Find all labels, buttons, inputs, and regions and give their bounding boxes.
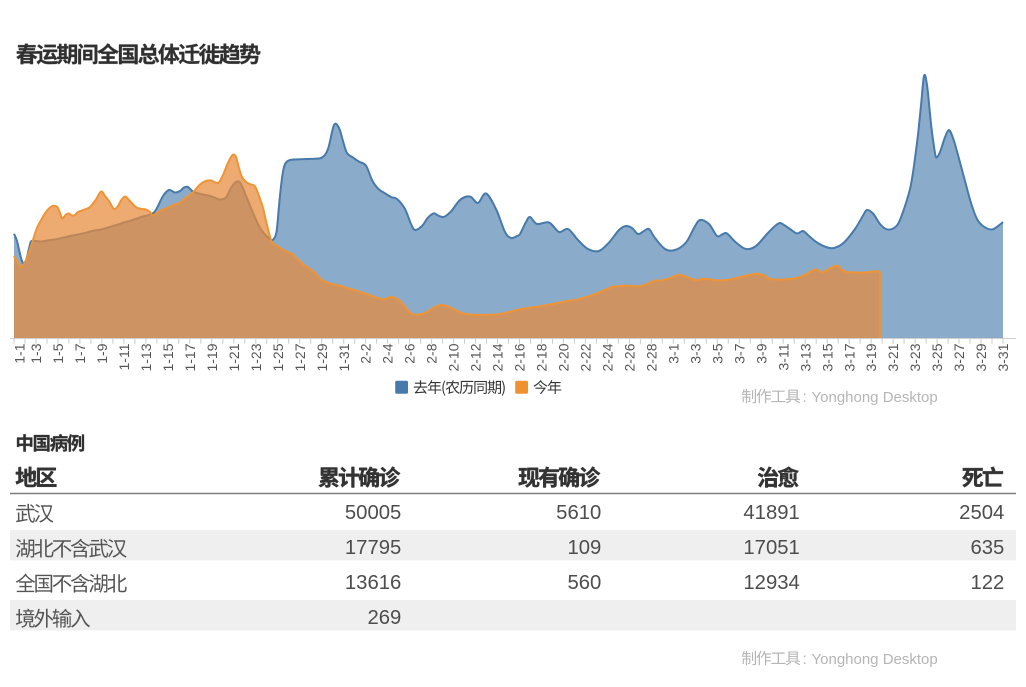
svg-text:2-24: 2-24 [600, 343, 616, 371]
svg-text:109: 109 [567, 537, 601, 559]
svg-text:2-26: 2-26 [622, 343, 638, 371]
svg-text:3-15: 3-15 [819, 343, 835, 371]
svg-text:1-25: 1-25 [270, 343, 286, 371]
svg-text:2-22: 2-22 [578, 343, 594, 371]
svg-text:2-6: 2-6 [402, 343, 418, 363]
svg-text:2-8: 2-8 [424, 343, 440, 363]
svg-text:3-25: 3-25 [929, 343, 945, 371]
svg-text:1-5: 1-5 [50, 343, 66, 363]
svg-text:3-19: 3-19 [863, 343, 879, 371]
svg-text:2-2: 2-2 [358, 343, 374, 363]
svg-text::: : [803, 651, 807, 668]
svg-text:50005: 50005 [345, 502, 401, 524]
svg-text::: : [803, 389, 807, 406]
svg-text:1-17: 1-17 [182, 343, 198, 371]
svg-text:3-21: 3-21 [885, 343, 901, 371]
svg-text:12934: 12934 [743, 572, 799, 594]
svg-text:2-10: 2-10 [446, 343, 462, 371]
svg-text:1-31: 1-31 [336, 343, 352, 371]
svg-text:122: 122 [970, 572, 1004, 594]
svg-text:41891: 41891 [743, 502, 799, 524]
svg-text:3-1: 3-1 [665, 343, 681, 363]
svg-text:3-23: 3-23 [907, 343, 923, 371]
svg-text:3-13: 3-13 [797, 343, 813, 371]
svg-text:17795: 17795 [345, 537, 401, 559]
svg-text:269: 269 [367, 607, 401, 629]
svg-text:1-29: 1-29 [314, 343, 330, 371]
svg-text:17051: 17051 [743, 537, 799, 559]
svg-text:1-3: 1-3 [28, 343, 44, 363]
svg-text:3-9: 3-9 [753, 343, 769, 363]
svg-text:13616: 13616 [345, 572, 401, 594]
svg-text:3-29: 3-29 [973, 343, 989, 371]
svg-text:1-23: 1-23 [248, 343, 264, 371]
svg-text:2-28: 2-28 [644, 343, 660, 371]
svg-text:3-11: 3-11 [775, 343, 791, 370]
svg-text:560: 560 [567, 572, 601, 594]
svg-text:3-27: 3-27 [951, 343, 967, 371]
svg-text:1-21: 1-21 [226, 343, 242, 371]
svg-text:2-4: 2-4 [380, 343, 396, 363]
svg-text:2-16: 2-16 [512, 343, 528, 371]
svg-text:635: 635 [970, 537, 1004, 559]
svg-text:2-20: 2-20 [556, 343, 572, 371]
svg-text:3-5: 3-5 [709, 343, 725, 363]
svg-text:2-14: 2-14 [490, 343, 506, 371]
svg-text:3-31: 3-31 [995, 343, 1011, 371]
svg-text:1-1: 1-1 [11, 343, 27, 363]
svg-text:3-7: 3-7 [731, 343, 747, 363]
svg-text:2-18: 2-18 [534, 343, 550, 371]
svg-text:Yonghong Desktop: Yonghong Desktop [812, 389, 938, 406]
svg-text:1-13: 1-13 [138, 343, 154, 371]
svg-text:1-9: 1-9 [94, 343, 110, 363]
svg-text:3-17: 3-17 [841, 343, 857, 371]
svg-text:1-15: 1-15 [160, 343, 176, 371]
svg-text:1-7: 1-7 [72, 343, 88, 363]
svg-text:Yonghong Desktop: Yonghong Desktop [812, 651, 938, 668]
svg-text:2-12: 2-12 [468, 343, 484, 371]
svg-text:3-3: 3-3 [687, 343, 703, 363]
svg-text:1-19: 1-19 [204, 343, 220, 371]
svg-text:1-11: 1-11 [116, 343, 132, 370]
svg-text:5610: 5610 [556, 502, 601, 524]
svg-text:1-27: 1-27 [292, 343, 308, 371]
svg-text:2504: 2504 [959, 502, 1004, 524]
